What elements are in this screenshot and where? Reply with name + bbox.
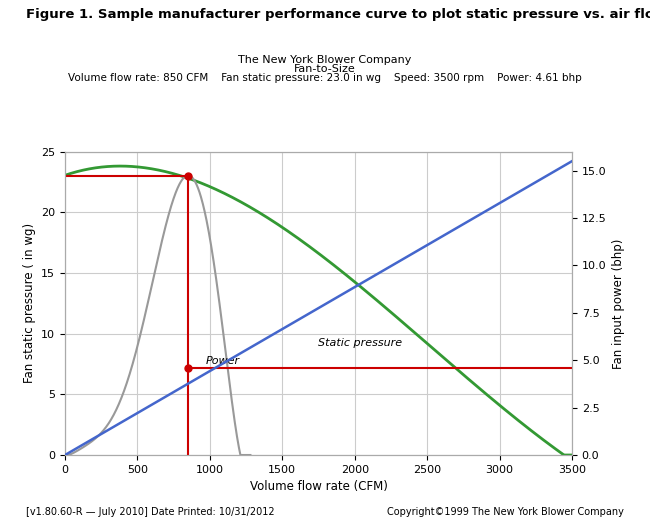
Y-axis label: Fan input power (bhp): Fan input power (bhp) xyxy=(612,238,625,369)
Text: [v1.80.60-R — July 2010] Date Printed: 10/31/2012: [v1.80.60-R — July 2010] Date Printed: 1… xyxy=(26,507,274,517)
X-axis label: Volume flow rate (CFM): Volume flow rate (CFM) xyxy=(250,480,387,493)
Text: Copyright©1999 The New York Blower Company: Copyright©1999 The New York Blower Compa… xyxy=(387,507,624,517)
Text: Volume flow rate: 850 CFM    Fan static pressure: 23.0 in wg    Speed: 3500 rpm : Volume flow rate: 850 CFM Fan static pre… xyxy=(68,73,582,83)
Y-axis label: Fan static pressure ( in wg): Fan static pressure ( in wg) xyxy=(23,223,36,383)
Text: Static pressure: Static pressure xyxy=(318,338,402,348)
Text: Power: Power xyxy=(205,356,240,366)
Text: The New York Blower Company: The New York Blower Company xyxy=(239,55,411,65)
Text: Figure 1. Sample manufacturer performance curve to plot static pressure vs. air : Figure 1. Sample manufacturer performanc… xyxy=(26,8,650,21)
Text: Fan-to-Size: Fan-to-Size xyxy=(294,64,356,74)
